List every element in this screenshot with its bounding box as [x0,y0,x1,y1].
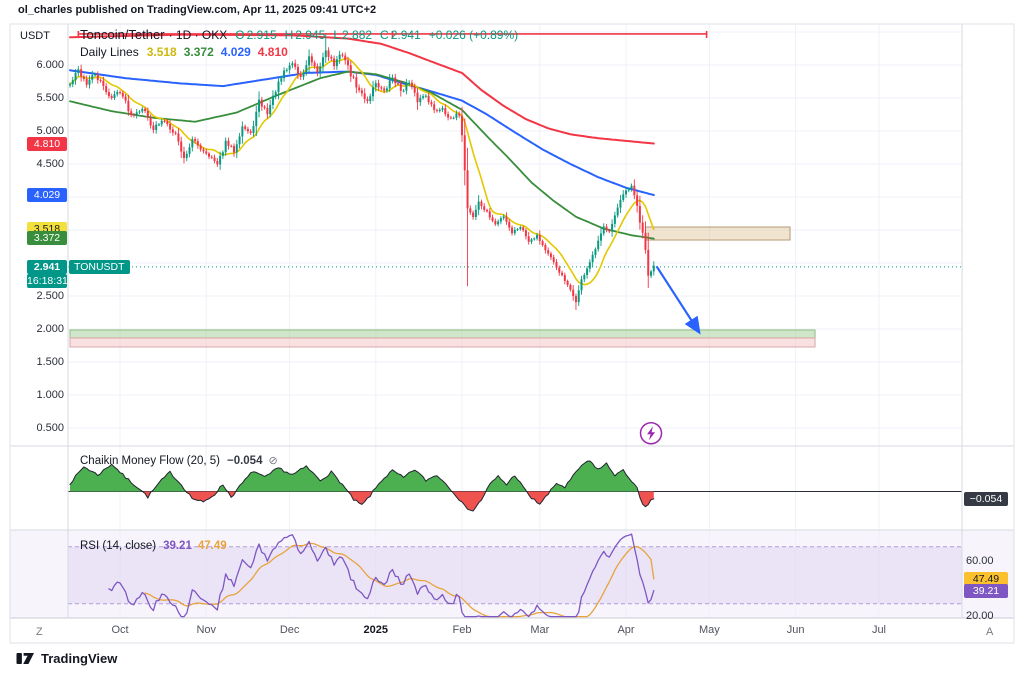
tradingview-footer[interactable]: TradingView [16,650,117,666]
publish-info: ol_charles published on TradingView.com,… [18,4,377,16]
lightning-marker-icon [639,422,663,445]
tradingview-logo-icon [16,653,34,664]
tradingview-brand-text: TradingView [41,650,118,666]
